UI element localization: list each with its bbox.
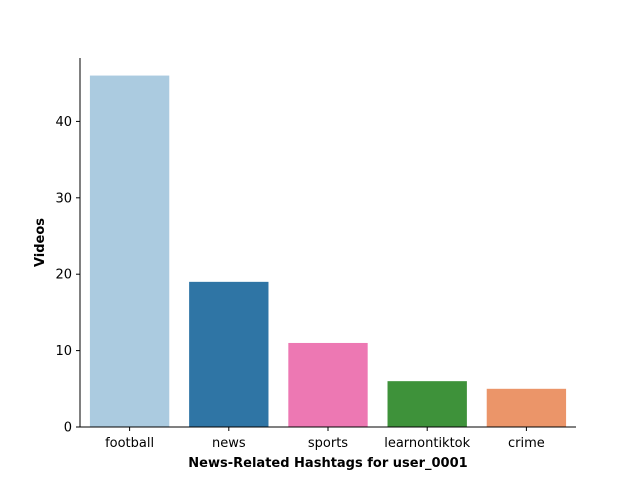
y-tick-label: 10 (55, 344, 72, 359)
bar-crime (486, 388, 567, 427)
bar-news (189, 281, 269, 427)
y-axis-title: Videos (33, 218, 48, 267)
y-axis-ticks: 0 10 20 30 40 (55, 115, 80, 436)
x-tick-label: learnontiktok (384, 436, 470, 451)
x-tick-label: news (212, 436, 246, 451)
bar-learnontiktok (387, 381, 467, 427)
y-tick-label: 0 (64, 421, 72, 436)
bar-football (89, 75, 170, 428)
y-tick-label: 20 (55, 268, 72, 283)
bar-sports (288, 342, 368, 427)
x-axis-ticks: football news sports learnontiktok crime (105, 427, 545, 451)
y-tick-label: 40 (55, 115, 72, 130)
bars-group (89, 75, 567, 428)
x-tick-label: football (105, 436, 154, 451)
y-tick-label: 30 (55, 191, 72, 206)
x-axis-title: News-Related Hashtags for user_0001 (188, 456, 467, 471)
x-tick-label: crime (508, 436, 545, 451)
x-tick-label: sports (308, 436, 348, 451)
